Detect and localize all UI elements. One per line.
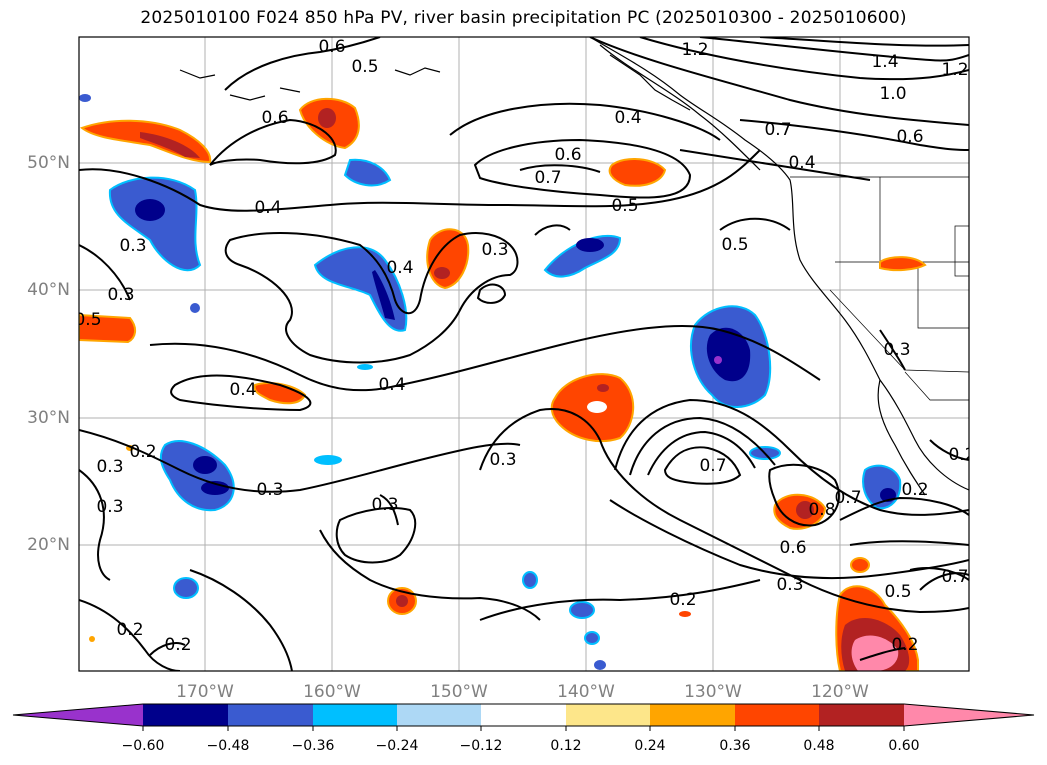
contour-label: 0.7 bbox=[534, 168, 561, 188]
colorbar-bin bbox=[143, 704, 228, 726]
contour-label: 0.5 bbox=[74, 310, 101, 330]
contour-label: 0.3 bbox=[883, 340, 910, 360]
colorbar-bin bbox=[228, 704, 313, 726]
contour-label: 0.6 bbox=[318, 37, 345, 57]
contour-label: 0.3 bbox=[107, 285, 134, 305]
contour-label: 0.5 bbox=[611, 196, 638, 216]
colorbar-bin bbox=[313, 704, 397, 726]
colorbar: −0.60 −0.48 −0.36 −0.24 −0.12 0.12 0.24 … bbox=[12, 703, 1035, 754]
lat-label: 20°N bbox=[27, 535, 70, 555]
colorbar-tick-labels: −0.60 −0.48 −0.36 −0.24 −0.12 0.12 0.24 … bbox=[122, 738, 920, 754]
colorbar-bin bbox=[397, 704, 481, 726]
contour-label: 0.6 bbox=[261, 108, 288, 128]
contour-label: 1.2 bbox=[681, 40, 708, 60]
contour-label: 0.5 bbox=[884, 582, 911, 602]
contour-label: 0.4 bbox=[254, 198, 281, 218]
contour-label: 0.4 bbox=[378, 375, 405, 395]
contour-label: 0.7 bbox=[699, 456, 726, 476]
contour-label: 0.7 bbox=[834, 488, 861, 508]
colorbar-tick-label: 0.24 bbox=[634, 738, 665, 754]
contour-label: 0.6 bbox=[779, 538, 806, 558]
contour-label: 0.6 bbox=[896, 127, 923, 147]
lon-label: 140°W bbox=[557, 682, 615, 702]
negative-anomaly-shading bbox=[79, 94, 902, 670]
contour-label: 0.5 bbox=[351, 57, 378, 77]
contour-label: 0.3 bbox=[256, 480, 283, 500]
contour-label: 0.5 bbox=[721, 235, 748, 255]
contour-label: 0.2 bbox=[948, 445, 975, 465]
map-frame bbox=[78, 36, 970, 672]
lon-label: 150°W bbox=[430, 682, 488, 702]
lat-label: 50°N bbox=[27, 153, 70, 173]
colorbar-bin bbox=[481, 704, 566, 726]
contour-label: 0.2 bbox=[164, 635, 191, 655]
graticule bbox=[79, 37, 969, 671]
colorbar-bin bbox=[566, 704, 650, 726]
contour-label: 0.3 bbox=[119, 236, 146, 256]
contour-label: 0.3 bbox=[481, 240, 508, 260]
contour-label: 0.3 bbox=[489, 450, 516, 470]
contour-label: 0.3 bbox=[96, 497, 123, 517]
contour-label: 0.6 bbox=[554, 145, 581, 165]
colorbar-tick-label: 0.36 bbox=[719, 738, 750, 754]
lat-label: 40°N bbox=[27, 280, 70, 300]
contour-label: 0.2 bbox=[891, 635, 918, 655]
positive-anomaly-shading bbox=[79, 97, 927, 671]
contour-label: 1.0 bbox=[879, 84, 906, 104]
lon-label: 120°W bbox=[811, 682, 869, 702]
pv-contours bbox=[79, 37, 969, 671]
contour-label: 0.4 bbox=[788, 153, 815, 173]
contour-label: 0.4 bbox=[614, 108, 641, 128]
contour-label: 0.2 bbox=[116, 620, 143, 640]
colorbar-bin bbox=[819, 704, 904, 726]
contour-label: 0.4 bbox=[229, 380, 256, 400]
colorbar-tick-label: −0.12 bbox=[460, 738, 503, 754]
colorbar-tick-label: −0.60 bbox=[122, 738, 165, 754]
contour-label: 0.7 bbox=[764, 120, 791, 140]
contour-label: 0.8 bbox=[808, 500, 835, 520]
colorbar-tick-label: 0.48 bbox=[803, 738, 834, 754]
lat-label: 30°N bbox=[27, 408, 70, 428]
map-title: 2025010100 F024 850 hPa PV, river basin … bbox=[140, 8, 907, 28]
contour-label: 1.4 bbox=[871, 52, 898, 72]
contour-label: 0.2 bbox=[901, 480, 928, 500]
colorbar-extend-min bbox=[13, 704, 143, 726]
colorbar-tick-label: −0.48 bbox=[207, 738, 250, 754]
colorbar-tick-label: 0.12 bbox=[550, 738, 581, 754]
contour-label: 0.2 bbox=[669, 590, 696, 610]
contour-label: 0.3 bbox=[371, 495, 398, 515]
contour-label: 0.7 bbox=[941, 567, 968, 587]
contour-label: 0.2 bbox=[129, 442, 156, 462]
longitude-labels: 170°W 160°W 150°W 140°W 130°W 120°W bbox=[176, 682, 869, 702]
colorbar-tick-label: 0.60 bbox=[888, 738, 919, 754]
contour-label: 0.3 bbox=[776, 575, 803, 595]
contour-label: 0.3 bbox=[96, 457, 123, 477]
colorbar-tick-label: −0.36 bbox=[292, 738, 335, 754]
contour-labels: 0.6 0.5 1.2 1.4 1.2 1.0 0.6 0.4 0.7 0.6 … bbox=[74, 37, 975, 655]
colorbar-bin bbox=[650, 704, 735, 726]
colorbar-bin bbox=[735, 704, 819, 726]
contour-label: 0.4 bbox=[386, 258, 413, 278]
lon-label: 170°W bbox=[176, 682, 234, 702]
contour-label: 1.2 bbox=[941, 60, 968, 80]
lon-label: 130°W bbox=[684, 682, 742, 702]
lon-label: 160°W bbox=[303, 682, 361, 702]
colorbar-tick-label: −0.24 bbox=[376, 738, 419, 754]
colorbar-extend-max bbox=[904, 704, 1034, 726]
latitude-labels: 50°N 40°N 30°N 20°N bbox=[27, 153, 70, 555]
coastlines bbox=[179, 37, 969, 496]
